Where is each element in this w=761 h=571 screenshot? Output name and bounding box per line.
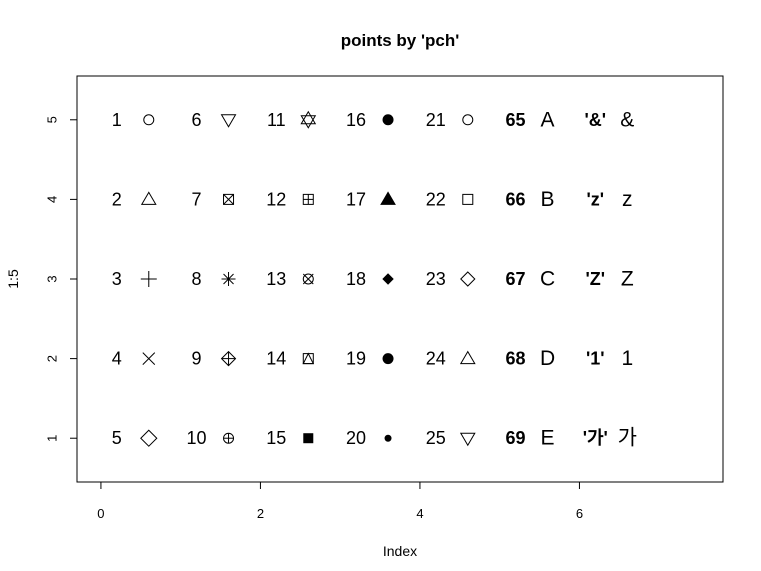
- data-point-pch10: [223, 432, 235, 444]
- data-point-pch21: [462, 114, 474, 126]
- point-label: 6: [192, 110, 202, 130]
- data-point-char: E: [541, 427, 555, 450]
- data-point-pch22: [462, 193, 474, 205]
- data-point-pch8: [221, 272, 236, 286]
- point-label: '&': [585, 110, 607, 130]
- point-label: 2: [112, 189, 122, 209]
- data-point-pch11: [300, 110, 317, 129]
- data-point-pch15: [303, 433, 314, 444]
- point-label: 15: [266, 428, 286, 448]
- y-tick-label: 2: [45, 355, 60, 362]
- point-label: '1': [586, 349, 605, 369]
- point-label: 14: [266, 349, 286, 369]
- data-point-char: B: [541, 188, 555, 211]
- data-point-pch24: [459, 350, 476, 365]
- point-label: 3: [112, 269, 122, 289]
- data-point-pch20: [384, 434, 392, 442]
- data-point-char: &: [620, 108, 634, 131]
- point-label: 'z': [587, 189, 605, 209]
- data-point-pch14: [302, 352, 315, 365]
- data-point-char: C: [540, 268, 555, 291]
- data-point-pch7: [223, 193, 235, 205]
- data-point-pch12: [302, 193, 314, 205]
- data-point-pch17: [380, 191, 396, 205]
- data-point-pch4: [142, 352, 156, 365]
- point-label: 4: [112, 349, 122, 369]
- point-label: 24: [426, 349, 446, 369]
- data-point-char: 가: [618, 427, 637, 450]
- data-point-pch16: [382, 114, 394, 126]
- point-label: 23: [426, 269, 446, 289]
- data-point-pch5: [140, 429, 158, 447]
- data-point-char: z: [622, 188, 633, 211]
- y-tick-label: 3: [45, 275, 60, 282]
- x-axis-label: Index: [383, 543, 417, 559]
- chart-title: points by 'pch': [341, 31, 460, 50]
- point-label: 19: [346, 349, 366, 369]
- point-label: 22: [426, 189, 446, 209]
- point-label: 65: [506, 110, 526, 130]
- data-point-pch18: [382, 273, 394, 285]
- y-tick-label: 4: [45, 196, 60, 203]
- point-label: 66: [506, 189, 526, 209]
- point-label: 12: [266, 189, 286, 209]
- x-axis: 0 2 4 6: [97, 481, 583, 521]
- point-label: 17: [346, 189, 366, 209]
- data-point-pch13: [302, 273, 314, 285]
- point-label: 18: [346, 269, 366, 289]
- point-label: 10: [187, 428, 207, 448]
- point-label: '가': [583, 428, 608, 448]
- point-label: 5: [112, 428, 122, 448]
- point-label: 'Z': [586, 269, 606, 289]
- data-point-pch23: [460, 271, 476, 287]
- point-label: 11: [267, 110, 286, 130]
- data-point-pch1: [143, 114, 155, 126]
- point-label: 8: [192, 269, 202, 289]
- point-label: 21: [426, 110, 446, 130]
- data-point-pch25: [459, 432, 476, 447]
- x-tick-label: 0: [97, 506, 104, 521]
- point-label: 67: [506, 269, 526, 289]
- data-point-pch19: [382, 353, 394, 365]
- data-point-pch9: [220, 350, 237, 367]
- y-axis-label: 1:5: [5, 269, 21, 289]
- y-tick-label: 5: [45, 116, 60, 123]
- x-tick-label: 6: [576, 506, 583, 521]
- point-label: 16: [346, 110, 366, 130]
- point-label: 68: [506, 349, 526, 369]
- data-point-char: A: [541, 108, 555, 131]
- data-point-char: 1: [621, 347, 633, 370]
- data-point-pch2: [140, 191, 157, 205]
- data-point-pch3: [140, 271, 157, 287]
- point-label: 25: [426, 428, 446, 448]
- point-label: 13: [266, 269, 286, 289]
- y-tick-label: 1: [45, 435, 60, 442]
- x-tick-label: 2: [257, 506, 264, 521]
- y-axis: 1 2 3 4 5: [45, 116, 78, 442]
- point-label: 7: [192, 189, 202, 209]
- x-tick-label: 4: [416, 506, 423, 521]
- point-label: 20: [346, 428, 366, 448]
- data-point-char: D: [540, 347, 555, 370]
- chart-marks: 1 6 11 16 21 65 A '&' &2 7 12 17 22 66 B'z' z3 8 13 18 23 67…: [112, 108, 637, 449]
- data-point-char: Z: [621, 268, 634, 291]
- point-label: 1: [112, 110, 122, 130]
- point-label: 9: [192, 349, 202, 369]
- data-point-pch6: [220, 114, 237, 128]
- point-label: 69: [506, 428, 526, 448]
